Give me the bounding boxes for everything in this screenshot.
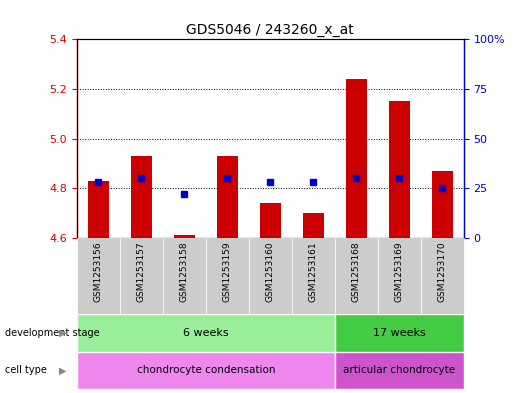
Bar <box>292 238 335 314</box>
Bar <box>173 235 195 238</box>
Bar <box>335 238 378 314</box>
Bar <box>130 156 152 238</box>
Bar <box>77 352 335 389</box>
Bar <box>335 352 464 389</box>
Bar <box>421 238 464 314</box>
Bar <box>388 101 410 238</box>
Text: GSM1253156: GSM1253156 <box>94 242 103 302</box>
Bar <box>163 238 206 314</box>
Text: GSM1253160: GSM1253160 <box>266 242 275 302</box>
Bar <box>346 79 367 238</box>
Bar <box>77 238 120 314</box>
Text: GSM1253169: GSM1253169 <box>395 242 404 302</box>
Bar <box>249 238 292 314</box>
Bar <box>303 213 324 238</box>
Bar <box>120 238 163 314</box>
Text: GSM1253157: GSM1253157 <box>137 242 146 302</box>
Text: 6 weeks: 6 weeks <box>183 328 228 338</box>
Bar <box>260 203 281 238</box>
Text: GSM1253159: GSM1253159 <box>223 242 232 302</box>
Bar <box>77 314 335 352</box>
Text: GSM1253170: GSM1253170 <box>438 242 447 302</box>
Text: GSM1253158: GSM1253158 <box>180 242 189 302</box>
Text: articular chondrocyte: articular chondrocyte <box>343 365 455 375</box>
Text: cell type: cell type <box>5 365 47 375</box>
Bar <box>378 238 421 314</box>
Text: chondrocyte condensation: chondrocyte condensation <box>137 365 275 375</box>
Text: development stage: development stage <box>5 328 100 338</box>
Bar <box>206 238 249 314</box>
Text: ▶: ▶ <box>59 365 66 375</box>
Bar <box>335 314 464 352</box>
Text: GSM1253168: GSM1253168 <box>352 242 361 302</box>
Text: GSM1253161: GSM1253161 <box>309 242 318 302</box>
Bar <box>217 156 238 238</box>
Bar <box>87 181 109 238</box>
Text: ▶: ▶ <box>59 328 66 338</box>
Text: 17 weeks: 17 weeks <box>373 328 426 338</box>
Title: GDS5046 / 243260_x_at: GDS5046 / 243260_x_at <box>187 23 354 37</box>
Bar <box>431 171 453 238</box>
